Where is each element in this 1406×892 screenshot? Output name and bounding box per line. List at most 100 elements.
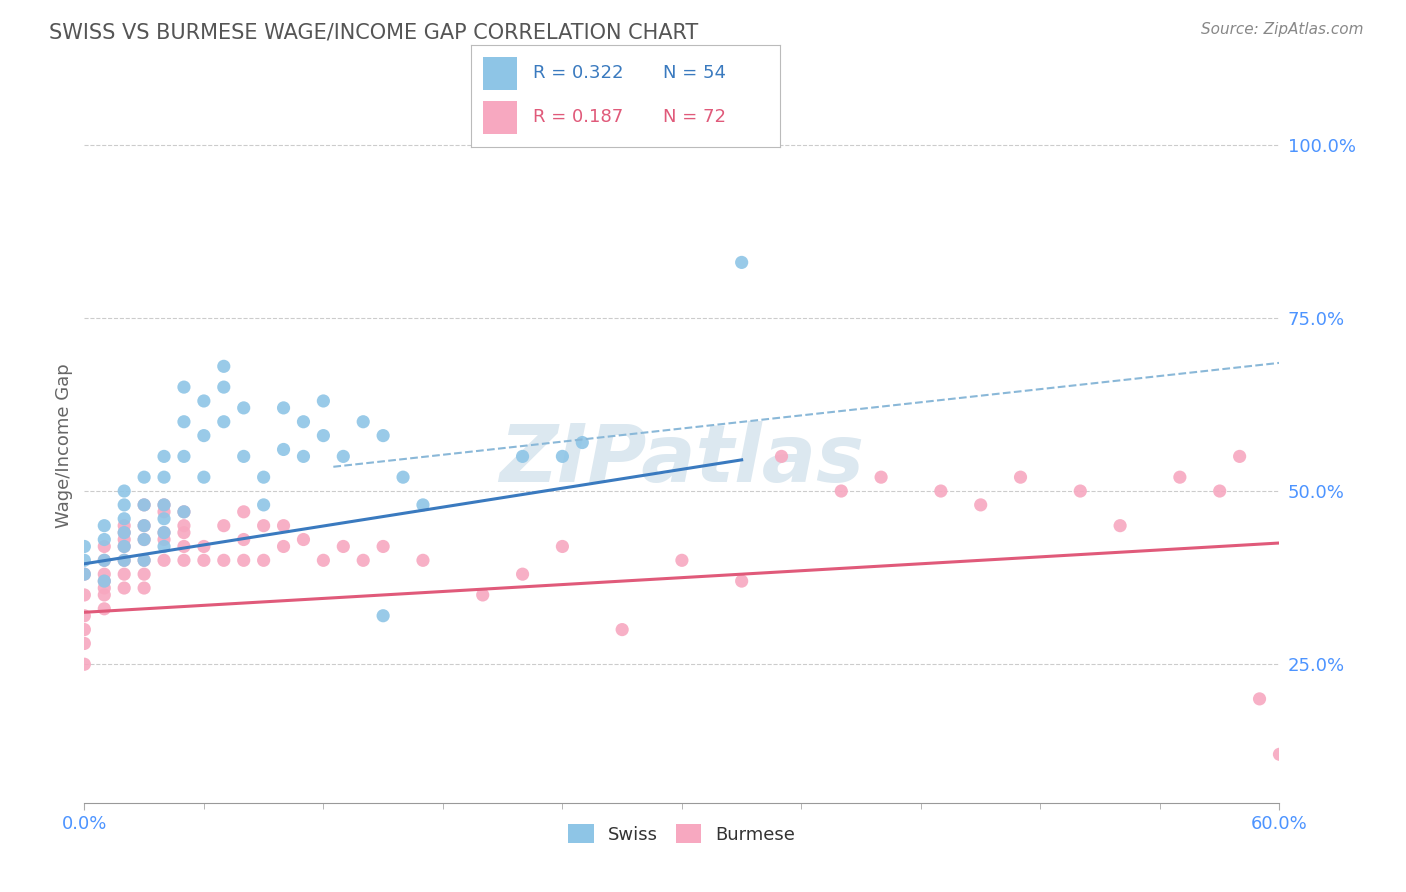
Point bbox=[273, 442, 295, 457]
Point bbox=[253, 518, 276, 533]
Point bbox=[112, 581, 135, 595]
Point bbox=[153, 525, 176, 540]
Point bbox=[173, 505, 195, 519]
Point bbox=[73, 623, 96, 637]
Point bbox=[132, 553, 156, 567]
Point bbox=[1249, 691, 1271, 706]
Point bbox=[132, 498, 156, 512]
Point bbox=[132, 553, 156, 567]
Point bbox=[173, 525, 195, 540]
Point bbox=[153, 498, 176, 512]
Text: Source: ZipAtlas.com: Source: ZipAtlas.com bbox=[1201, 22, 1364, 37]
Point bbox=[112, 512, 135, 526]
Point bbox=[93, 518, 115, 533]
Point bbox=[193, 553, 215, 567]
Point bbox=[112, 540, 135, 554]
Point bbox=[232, 450, 254, 464]
Point bbox=[112, 483, 135, 498]
Point bbox=[551, 540, 574, 554]
Point bbox=[551, 450, 574, 464]
Point bbox=[193, 428, 215, 442]
Point bbox=[770, 450, 793, 464]
Text: ZIPatlas: ZIPatlas bbox=[499, 421, 865, 500]
Point bbox=[112, 525, 135, 540]
Point bbox=[212, 518, 235, 533]
Point bbox=[132, 533, 156, 547]
Point bbox=[212, 380, 235, 394]
Point bbox=[232, 401, 254, 415]
Point bbox=[73, 567, 96, 582]
Point bbox=[132, 567, 156, 582]
Point bbox=[929, 483, 952, 498]
Point bbox=[93, 553, 115, 567]
Point bbox=[93, 553, 115, 567]
Point bbox=[612, 623, 634, 637]
Point bbox=[112, 553, 135, 567]
Point bbox=[153, 533, 176, 547]
Bar bbox=[484, 101, 517, 134]
Point bbox=[312, 553, 335, 567]
Point bbox=[173, 380, 195, 394]
Point bbox=[173, 518, 195, 533]
Point bbox=[153, 498, 176, 512]
Point bbox=[112, 553, 135, 567]
Bar bbox=[484, 57, 517, 90]
Point bbox=[93, 574, 115, 588]
Point bbox=[512, 567, 534, 582]
Point bbox=[153, 512, 176, 526]
Text: R = 0.322: R = 0.322 bbox=[533, 64, 623, 82]
Point bbox=[73, 540, 96, 554]
Point bbox=[173, 505, 195, 519]
Point bbox=[212, 359, 235, 374]
Point bbox=[373, 428, 395, 442]
Point bbox=[73, 588, 96, 602]
Point bbox=[830, 483, 852, 498]
Point bbox=[173, 415, 195, 429]
Point bbox=[1168, 470, 1191, 484]
Legend: Swiss, Burmese: Swiss, Burmese bbox=[561, 817, 803, 851]
Point bbox=[232, 505, 254, 519]
Point bbox=[232, 533, 254, 547]
Point bbox=[73, 553, 96, 567]
Point bbox=[970, 498, 993, 512]
Point bbox=[73, 567, 96, 582]
Point bbox=[253, 470, 276, 484]
Point bbox=[731, 255, 754, 269]
Point bbox=[73, 636, 96, 650]
Point bbox=[173, 540, 195, 554]
Point bbox=[412, 498, 434, 512]
Point bbox=[173, 450, 195, 464]
Point bbox=[1069, 483, 1091, 498]
Point bbox=[312, 394, 335, 409]
Point bbox=[412, 553, 434, 567]
Point bbox=[112, 533, 135, 547]
Point bbox=[292, 415, 315, 429]
Point bbox=[93, 533, 115, 547]
Point bbox=[153, 525, 176, 540]
Point bbox=[73, 608, 96, 623]
Point bbox=[273, 540, 295, 554]
Text: SWISS VS BURMESE WAGE/INCOME GAP CORRELATION CHART: SWISS VS BURMESE WAGE/INCOME GAP CORRELA… bbox=[49, 22, 699, 42]
Point bbox=[132, 498, 156, 512]
Point bbox=[373, 540, 395, 554]
Point bbox=[332, 540, 354, 554]
Point bbox=[292, 533, 315, 547]
Point bbox=[132, 470, 156, 484]
Point bbox=[512, 450, 534, 464]
Y-axis label: Wage/Income Gap: Wage/Income Gap bbox=[55, 364, 73, 528]
Point bbox=[93, 588, 115, 602]
Point bbox=[93, 540, 115, 554]
Point bbox=[212, 553, 235, 567]
Point bbox=[132, 581, 156, 595]
Point bbox=[112, 540, 135, 554]
Point bbox=[132, 533, 156, 547]
Point bbox=[1109, 518, 1132, 533]
Text: R = 0.187: R = 0.187 bbox=[533, 109, 623, 127]
Point bbox=[173, 553, 195, 567]
Point bbox=[193, 470, 215, 484]
Point bbox=[153, 505, 176, 519]
Point bbox=[253, 498, 276, 512]
Point bbox=[132, 518, 156, 533]
Point bbox=[273, 401, 295, 415]
Point bbox=[93, 574, 115, 588]
